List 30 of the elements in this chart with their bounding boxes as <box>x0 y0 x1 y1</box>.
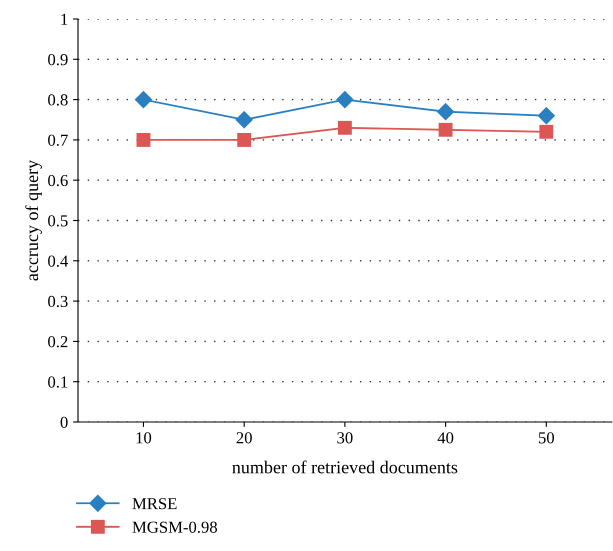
point <box>438 122 453 137</box>
x-tick-label: 20 <box>236 432 252 444</box>
y-tick-label: 0.4 <box>48 256 68 267</box>
y-tick-label: 0.1 <box>48 376 68 388</box>
point <box>136 132 150 147</box>
y-tick-label: 0.5 <box>48 215 68 227</box>
x-axis-title: number of retrieved documents <box>232 460 458 474</box>
point <box>539 124 554 139</box>
point <box>134 91 152 108</box>
y-tick-label: 1 <box>61 14 68 25</box>
y-tick-label: 0.7 <box>48 134 68 146</box>
x-tick-label: 40 <box>438 432 454 444</box>
x-tick-label: 10 <box>136 432 152 444</box>
x-tick-label: 30 <box>337 432 353 444</box>
y-tick-label: 0 <box>60 416 68 428</box>
y-tick-label: 0.2 <box>48 336 68 348</box>
point <box>338 120 352 135</box>
point <box>538 107 555 124</box>
y-tick-label: 0.6 <box>48 174 68 186</box>
point <box>236 111 253 128</box>
point <box>336 91 354 108</box>
point <box>237 132 252 147</box>
legend-label: MGSM-0.98 <box>132 522 218 533</box>
y-tick-label: 0.9 <box>48 54 68 66</box>
y-tick-label: 0.8 <box>48 94 68 106</box>
x-tick-label: 50 <box>538 432 554 444</box>
legend-label: MRSE <box>132 498 177 510</box>
point <box>437 103 454 120</box>
y-tick-label: 0.3 <box>48 296 68 308</box>
y-axis-title: accrucy of query <box>25 160 42 281</box>
